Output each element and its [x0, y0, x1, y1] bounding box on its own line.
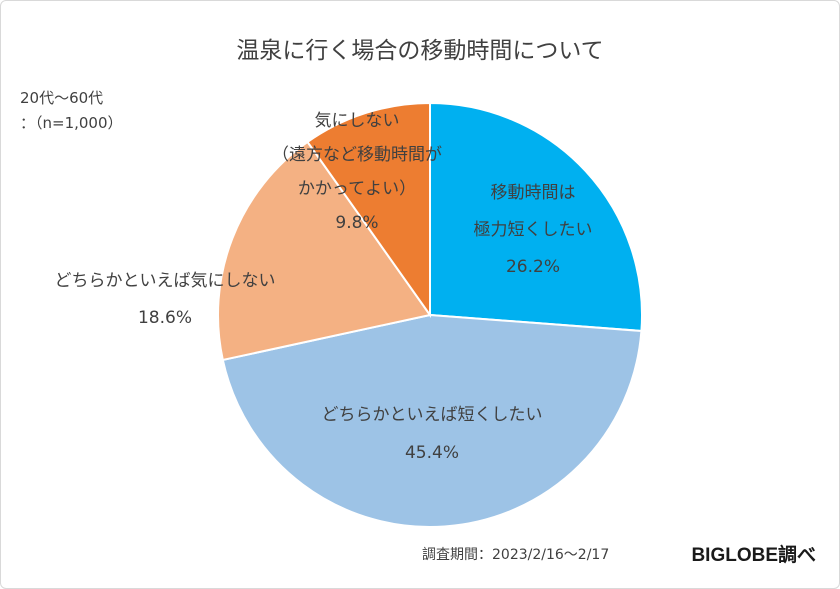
pie-slice-4 — [306, 101, 431, 319]
slice-category-label-4: かかってよい） — [298, 179, 416, 199]
slice-category-label-1: 移動時間は — [491, 183, 576, 203]
slice-value-label-4: 9.8% — [335, 213, 378, 233]
subtitle-line-2: ：（n=1,000） — [20, 114, 123, 132]
pie-slice-1 — [429, 101, 643, 333]
source-credit: BIGLOBE調べ — [691, 543, 816, 566]
pie-slice-3 — [217, 140, 432, 362]
slice-category-label-2: どちらかといえば短くしたい — [322, 405, 543, 425]
chart-title: 温泉に行く場合の移動時間について — [236, 38, 603, 64]
slice-value-label-1: 26.2% — [506, 257, 560, 277]
slice-value-label-2: 45.4% — [405, 443, 459, 463]
slice-category-label-1: 極力短くしたい — [474, 220, 593, 240]
slice-category-label-4: （遠方など移動時間が — [272, 145, 442, 165]
slice-category-label-4: 気にしない — [315, 111, 400, 131]
survey-period: 調査期間：2023/2/16～2/17 — [422, 547, 609, 563]
slice-value-label-3: 18.6% — [138, 308, 192, 328]
subtitle-line-1: 20代～60代 — [20, 89, 103, 107]
pie-slices — [217, 101, 643, 528]
slice-category-label-3: どちらかといえば気にしない — [55, 271, 276, 291]
pie-slice-2 — [221, 313, 643, 528]
